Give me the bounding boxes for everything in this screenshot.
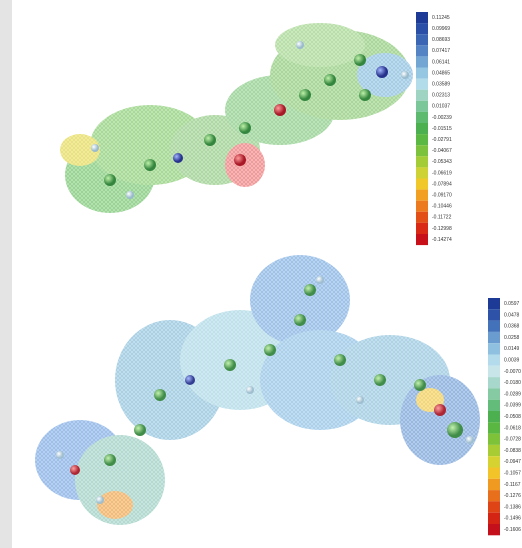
- scale-label: -0.0618: [504, 425, 521, 431]
- scale-label: -0.05343: [432, 159, 452, 165]
- scale-label: -0.0728: [504, 437, 521, 443]
- scale-label: -0.1606: [504, 527, 521, 533]
- scale-label: -0.07894: [432, 181, 452, 187]
- scale-label: 0.11245: [432, 15, 450, 21]
- swatch: [416, 45, 428, 57]
- molecule-top: [40, 20, 420, 220]
- scale-label: -0.1276: [504, 493, 521, 499]
- scale-label: -0.00239: [432, 115, 452, 121]
- scale-label: 0.0478: [504, 312, 520, 318]
- swatch: [416, 189, 428, 201]
- scale-label: -0.01515: [432, 126, 452, 132]
- scale-label: 0.03589: [432, 81, 450, 87]
- swatch: [488, 433, 500, 445]
- scale-label: -0.09170: [432, 192, 452, 198]
- swatch: [416, 123, 428, 135]
- swatch: [488, 444, 500, 457]
- swatch: [488, 512, 500, 524]
- scale-label: -0.0180: [504, 380, 521, 386]
- scale-label: 0.0039: [504, 357, 520, 363]
- swatch: [488, 343, 500, 355]
- swatch: [416, 34, 428, 46]
- scale-label: -0.14274: [432, 237, 452, 243]
- scale-label: -0.0070: [504, 369, 521, 375]
- scale-label: 0.02313: [432, 93, 450, 99]
- swatch: [488, 388, 500, 400]
- scale-label: -0.0289: [504, 391, 521, 397]
- swatch: [416, 222, 428, 234]
- swatch: [416, 67, 428, 79]
- scale-label: -0.06619: [432, 170, 452, 176]
- scale-label: -0.11722: [432, 215, 452, 221]
- scale-label: 0.08693: [432, 37, 450, 43]
- swatch: [416, 211, 428, 223]
- swatch: [488, 320, 500, 332]
- scale-label: -0.0838: [504, 448, 521, 454]
- scale-label: -0.1496: [504, 516, 521, 522]
- scale-label: -0.04067: [432, 148, 452, 154]
- swatch: [488, 422, 500, 434]
- swatch: [488, 354, 500, 366]
- scale-label: 0.0149: [504, 346, 520, 352]
- swatch: [416, 145, 428, 157]
- swatch: [488, 377, 500, 389]
- swatch: [416, 89, 428, 101]
- scale-label: -0.1167: [504, 482, 521, 488]
- swatch: [488, 478, 500, 491]
- swatch: [488, 365, 500, 378]
- swatch: [416, 200, 428, 212]
- swatch: [488, 490, 500, 502]
- scale-label: 0.07417: [432, 48, 450, 54]
- swatch: [416, 56, 428, 68]
- scale-label: 0.09969: [432, 26, 450, 32]
- color-scale: 0.11245 0.09969 0.08693 0.07417 0.06141 0.048…: [416, 12, 452, 246]
- scale-label: -0.0399: [504, 403, 521, 409]
- scale-label: 0.06141: [432, 59, 450, 65]
- swatch: [416, 23, 428, 35]
- swatch: [488, 331, 500, 344]
- scale-label: -0.02791: [432, 137, 452, 143]
- scale-label: -0.0508: [504, 414, 521, 420]
- swatch: [416, 134, 428, 146]
- scale-label: -0.1386: [504, 504, 521, 510]
- color-scale: 0.0597 0.0478 0.0368 0.0258 0.0149 0.0039 -0.0…: [488, 298, 521, 536]
- scale-label: 0.0368: [504, 324, 520, 330]
- scale-label: -0.12998: [432, 226, 452, 232]
- scale-label: 0.01037: [432, 104, 450, 110]
- swatch: [416, 234, 428, 246]
- molecule-bottom: [30, 250, 480, 540]
- scale-label: -0.10446: [432, 204, 452, 210]
- scale-label: 0.0258: [504, 335, 520, 341]
- swatch: [488, 524, 500, 536]
- swatch: [416, 167, 428, 179]
- swatch: [416, 111, 428, 123]
- scale-label: 0.0597: [504, 301, 520, 307]
- scale-label: -0.1057: [504, 470, 521, 476]
- scale-label: 0.04865: [432, 70, 450, 76]
- swatch: [488, 309, 500, 321]
- swatch: [488, 399, 500, 411]
- swatch: [416, 156, 428, 168]
- swatch: [416, 12, 428, 24]
- swatch: [488, 501, 500, 513]
- swatch: [416, 78, 428, 90]
- swatch: [488, 411, 500, 423]
- scale-label: -0.0947: [504, 459, 521, 465]
- swatch: [416, 100, 428, 112]
- swatch: [488, 298, 500, 310]
- swatch: [488, 456, 500, 468]
- swatch: [488, 467, 500, 479]
- swatch: [416, 178, 428, 190]
